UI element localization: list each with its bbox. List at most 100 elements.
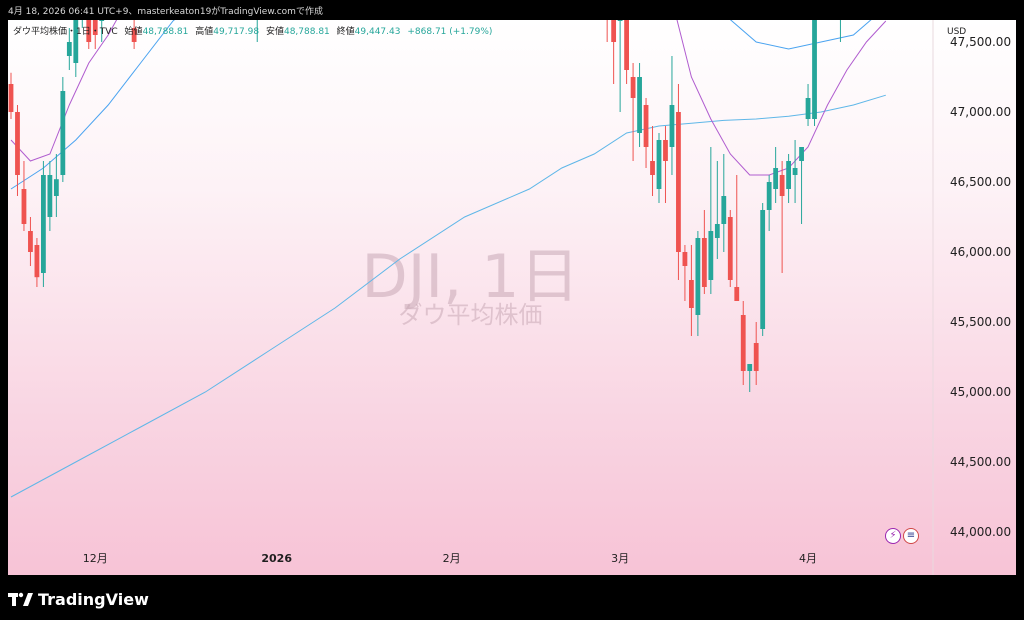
candle[interactable] [8,72,14,119]
candle-body [779,175,785,196]
candle[interactable] [34,238,40,287]
candle[interactable] [131,20,137,49]
candle[interactable] [617,20,623,112]
candle[interactable] [740,301,746,385]
candle[interactable] [708,147,714,294]
snapshot-caption: 4月 18, 2026 06:41 UTC+9、masterkeaton19がT… [8,7,323,17]
candle-body [805,98,811,119]
candle[interactable] [28,217,33,266]
candle[interactable] [753,322,759,385]
candle-body [753,343,759,371]
candle[interactable] [73,20,79,77]
candle[interactable] [689,245,694,336]
candle[interactable] [682,245,688,301]
candle[interactable] [727,210,733,287]
candle[interactable] [760,203,766,336]
candle[interactable] [15,105,20,196]
candle-body [792,168,798,175]
candle[interactable] [701,210,707,294]
x-tick-label: 2026 [261,552,292,565]
candle[interactable] [611,20,617,84]
candle[interactable] [643,98,649,168]
watermark-symbol: DJI, 1日 [361,242,580,312]
candle[interactable] [669,56,675,175]
candle[interactable] [695,231,701,336]
candle-body [708,231,714,280]
candle[interactable] [86,20,92,49]
symbol-legend: ダウ平均株価・1日・TVC 始値48,788.81 高値49,717.98 安値… [13,24,492,37]
footer[interactable]: TradingView [8,588,149,610]
y-tick-label: 45,500.00 [950,315,1011,329]
candle-body [676,112,681,252]
y-tick-label: 47,500.00 [950,35,1011,49]
candle[interactable] [676,84,681,280]
candle-body [760,210,766,329]
price-chart[interactable]: 44,000.00 44,500.00 45,000.00 45,500.00 46,0… [8,20,1016,575]
candle[interactable] [779,161,785,273]
candle-body [66,42,72,56]
candle[interactable] [734,175,740,301]
candle-body [86,20,92,42]
candle[interactable] [21,161,27,231]
candle[interactable] [766,175,772,231]
currency-label[interactable]: USD [947,27,967,37]
candle-body [695,238,701,315]
candle[interactable] [799,147,804,224]
candle[interactable] [605,20,610,42]
candle[interactable] [812,20,817,126]
candle[interactable] [47,161,53,231]
x-tick-label: 3月 [611,552,629,565]
candle-body [747,364,753,371]
y-tick-label: 44,500.00 [950,455,1011,469]
candle-body [643,105,649,147]
candle-body [92,20,98,35]
candle[interactable] [99,20,105,42]
candle[interactable] [60,77,66,182]
candle[interactable] [714,161,720,259]
legend-open-value: 48,788.81 [142,27,189,37]
y-tick-label: 45,000.00 [950,385,1011,399]
candle[interactable] [792,140,798,203]
candle-body [786,161,791,189]
legend-high-value: 49,717.98 [213,27,260,37]
candle-body [669,105,675,147]
candle[interactable] [838,20,843,42]
candle-body [656,140,662,189]
candle-body [34,245,40,278]
flash-icon[interactable]: ⚡ [885,528,901,544]
candle[interactable] [656,133,662,203]
candle[interactable] [637,63,642,147]
candle[interactable] [747,364,753,392]
candle-body [53,179,59,196]
y-tick-label: 46,500.00 [950,175,1011,189]
candle-body [734,287,740,301]
us-flag-icon[interactable]: ≡ [903,528,919,544]
candle-body [740,315,746,371]
candle[interactable] [805,84,811,126]
candle-body [624,20,629,70]
candle[interactable] [624,20,629,84]
candle-body [689,280,694,308]
candle-body [714,224,720,238]
candle[interactable] [53,154,59,217]
candle[interactable] [66,28,72,70]
candle-body [15,112,20,175]
candle[interactable] [630,63,636,161]
chart-panel[interactable]: ダウ平均株価・1日・TVC 始値48,788.81 高値49,717.98 安値… [8,20,1016,575]
legend-high-label: 高値 [195,27,214,37]
candle-body [812,20,817,119]
candle[interactable] [663,126,668,203]
candle-body [701,238,707,287]
candle[interactable] [41,161,46,287]
candle-body [73,20,79,63]
candle[interactable] [255,20,260,42]
candle[interactable] [773,147,779,203]
candle[interactable] [721,154,727,252]
candle[interactable] [92,20,98,49]
candle[interactable] [786,154,791,203]
candle[interactable] [650,126,655,196]
candle-body [60,91,66,175]
x-tick-label: 4月 [799,552,817,565]
ma-long-line [10,94,886,498]
